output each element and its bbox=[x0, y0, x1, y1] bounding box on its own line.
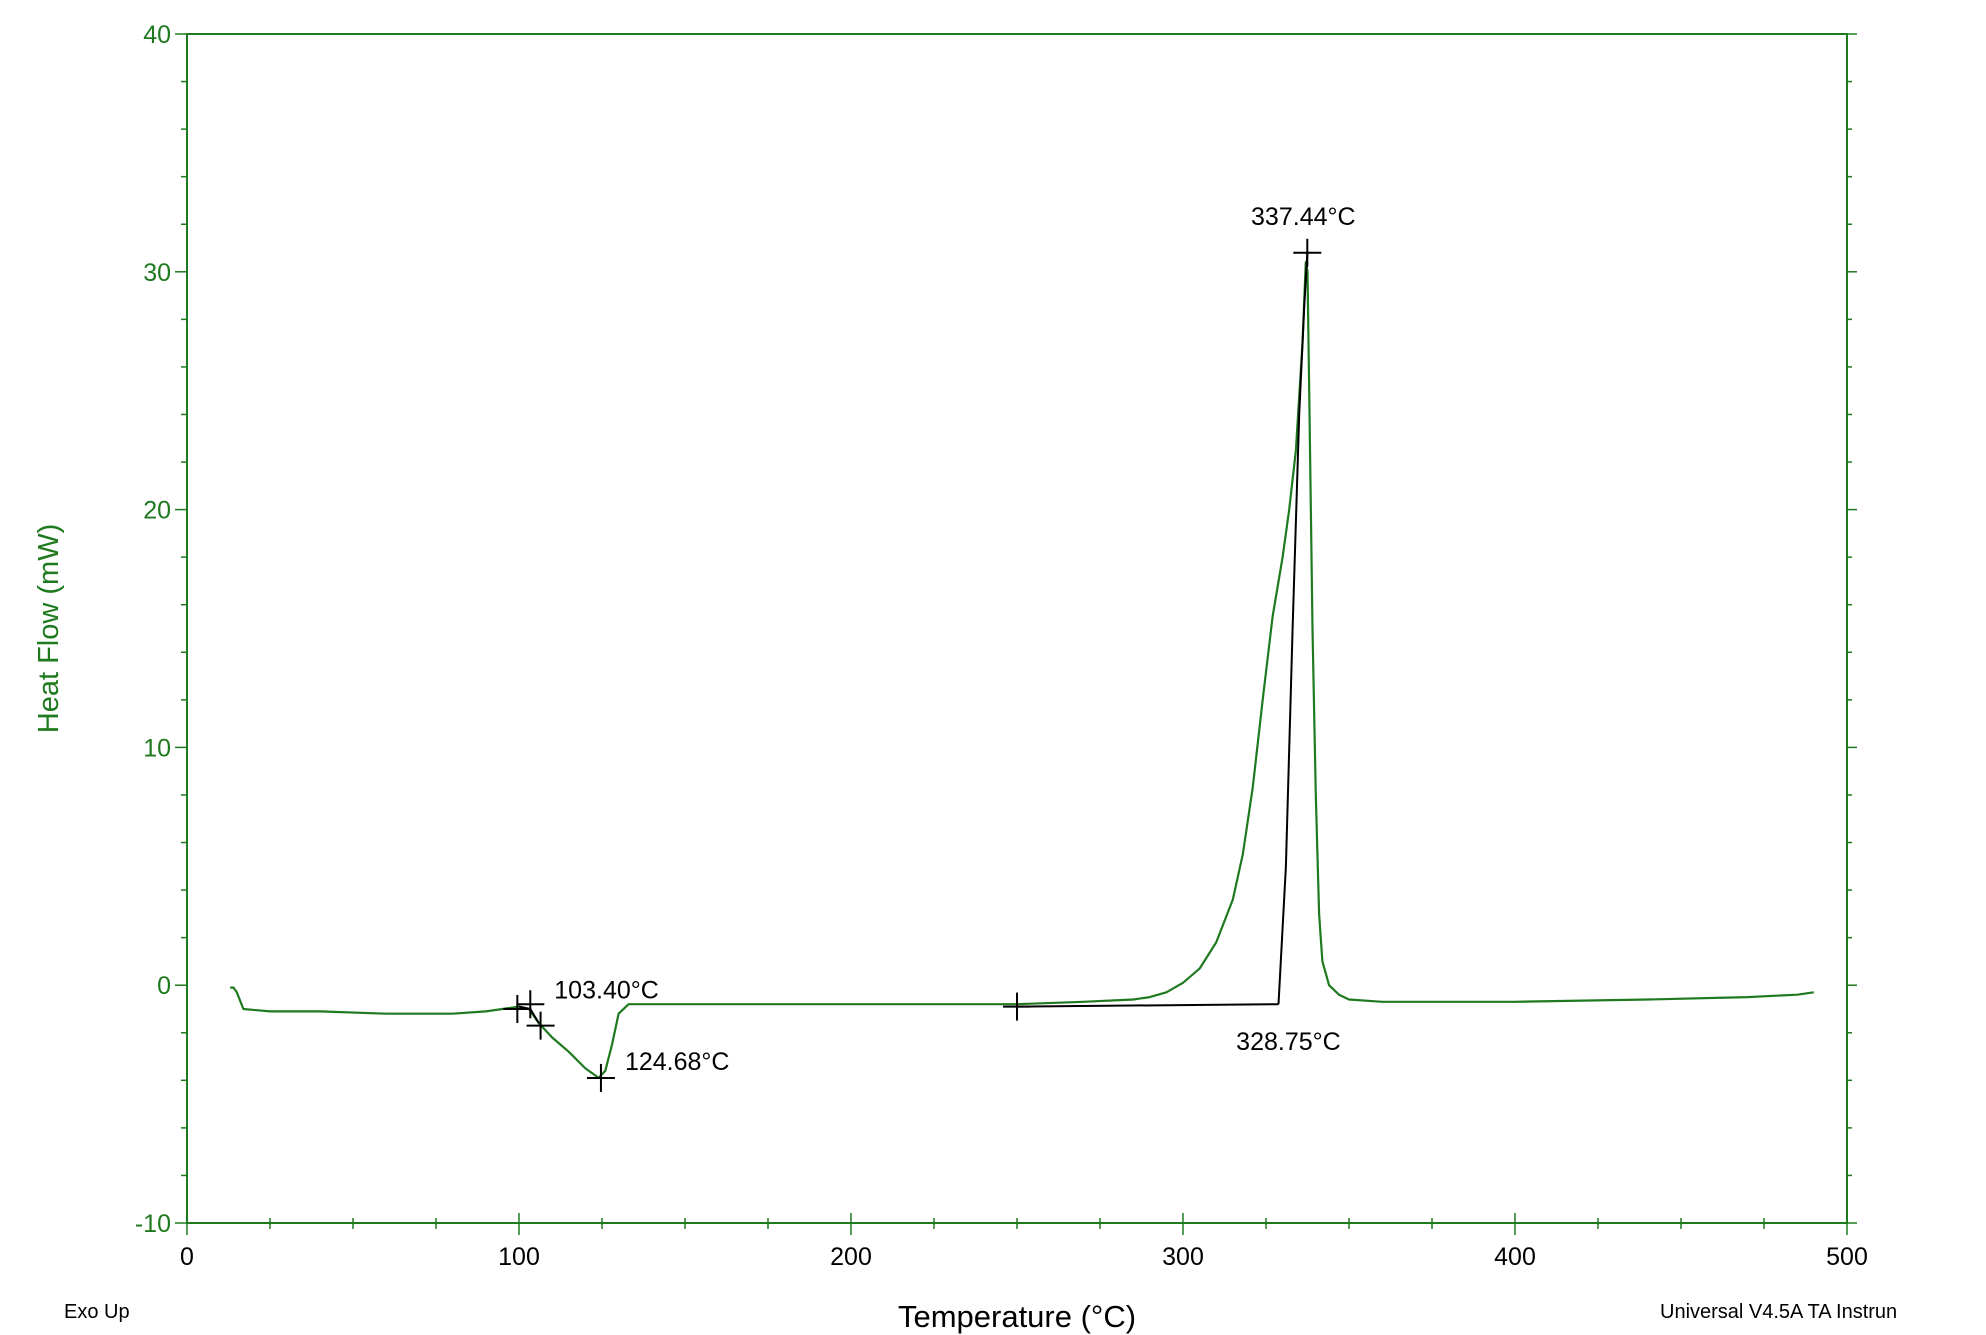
analysis-layer bbox=[518, 252, 1309, 1024]
marker-layer bbox=[503, 238, 1322, 1092]
y-tick-label: 40 bbox=[143, 21, 171, 49]
x-tick-label: 300 bbox=[1162, 1243, 1204, 1271]
instrument-label: Universal V4.5A TA Instrun bbox=[1660, 1301, 1897, 1323]
analysis-line bbox=[1016, 1003, 1279, 1008]
analysis-marker bbox=[586, 1063, 615, 1092]
y-tick-label: 30 bbox=[143, 259, 171, 287]
plot-frame bbox=[186, 33, 1848, 1224]
y-tick-label: -10 bbox=[135, 1210, 171, 1238]
heat-flow-curve bbox=[230, 261, 1814, 1079]
x-tick-label: 400 bbox=[1494, 1243, 1536, 1271]
y-tick-label: 0 bbox=[157, 972, 171, 1000]
x-tick-label: 0 bbox=[180, 1243, 194, 1271]
x-tick-label: 100 bbox=[498, 1243, 540, 1271]
y-tick-label: 10 bbox=[143, 734, 171, 762]
y-axis-label: Heat Flow (mW) bbox=[33, 524, 65, 733]
axis-ticks bbox=[175, 33, 1857, 1235]
x-axis-label: Temperature (°C) bbox=[898, 1299, 1136, 1334]
analysis-marker bbox=[526, 1011, 555, 1040]
x-tick-label: 500 bbox=[1826, 1243, 1868, 1271]
curve-layer bbox=[230, 261, 1814, 1079]
analysis-marker bbox=[516, 990, 545, 1019]
temperature-annotation: 328.75°C bbox=[1236, 1028, 1341, 1056]
analysis-marker bbox=[1293, 238, 1322, 267]
analysis-line bbox=[1277, 252, 1309, 1005]
x-tick-label: 200 bbox=[830, 1243, 872, 1271]
temperature-annotation: 124.68°C bbox=[625, 1048, 730, 1076]
analysis-marker bbox=[1003, 992, 1031, 1021]
analysis-marker bbox=[503, 994, 532, 1023]
temperature-annotation: 103.40°C bbox=[554, 977, 659, 1005]
exo-up-label: Exo Up bbox=[64, 1301, 130, 1323]
annotation-layer: 103.40°C 124.68°C 328.75°C 337.44°C bbox=[554, 203, 1355, 1076]
temperature-annotation: 337.44°C bbox=[1251, 203, 1356, 231]
y-tick-label: 20 bbox=[143, 497, 171, 525]
